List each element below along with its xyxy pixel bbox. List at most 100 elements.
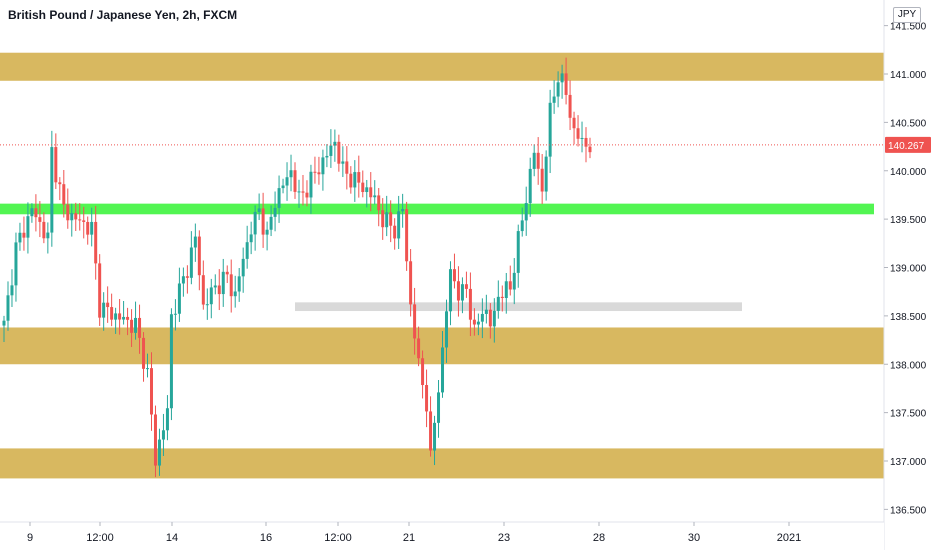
price-tick-label: 141.000 bbox=[890, 70, 927, 81]
candle-body bbox=[18, 232, 22, 243]
currency-button[interactable]: JPY bbox=[893, 7, 921, 23]
candle-body bbox=[393, 225, 397, 239]
candle-body bbox=[249, 234, 253, 243]
candle-body bbox=[257, 208, 261, 212]
time-axis: 9 12:00 14 16 12:00 21 23 28 30 2021 bbox=[27, 522, 801, 544]
candle-body bbox=[42, 221, 46, 239]
candle-body bbox=[452, 269, 456, 282]
candle-body bbox=[444, 311, 448, 348]
chart-title: British Pound / Japanese Yen, 2h, FXCM bbox=[8, 8, 238, 22]
candle-body bbox=[126, 316, 130, 320]
candle-body bbox=[480, 313, 484, 322]
candle-body bbox=[169, 314, 173, 409]
price-axis-bg bbox=[884, 0, 932, 550]
candle-body bbox=[78, 219, 82, 221]
candle-body bbox=[313, 171, 317, 173]
candle-body bbox=[588, 146, 592, 153]
candle-body bbox=[213, 285, 217, 288]
candle-body bbox=[528, 168, 532, 204]
candle-body bbox=[106, 302, 110, 308]
candle-body bbox=[460, 284, 464, 301]
candle-body bbox=[265, 229, 269, 235]
zone-3[interactable] bbox=[0, 448, 884, 479]
candle-body bbox=[161, 430, 165, 440]
candle-body bbox=[369, 187, 373, 198]
candle-body bbox=[472, 319, 476, 325]
candle-body bbox=[381, 210, 385, 228]
candle-body bbox=[289, 170, 293, 178]
candle-body bbox=[149, 368, 153, 415]
candle-body bbox=[233, 291, 237, 297]
candle-body bbox=[297, 191, 301, 193]
candle-body bbox=[437, 392, 441, 423]
candle-body bbox=[209, 287, 213, 305]
candle-body bbox=[118, 313, 122, 320]
candle-body bbox=[273, 207, 277, 217]
candle-body bbox=[14, 242, 18, 286]
candle-body bbox=[98, 263, 102, 318]
candle-body bbox=[516, 231, 520, 273]
candle-body bbox=[277, 188, 281, 208]
candle-body bbox=[86, 221, 90, 235]
candle-body bbox=[345, 161, 349, 174]
candle-body bbox=[389, 212, 393, 226]
candle-body bbox=[361, 182, 365, 193]
candle-body bbox=[496, 296, 500, 311]
price-tick-label: 138.000 bbox=[890, 360, 927, 371]
candle-body bbox=[421, 358, 425, 386]
candle-body bbox=[325, 155, 329, 158]
last-price-label: 140.267 bbox=[885, 136, 931, 153]
candle-body bbox=[197, 236, 201, 276]
candle-body bbox=[281, 185, 285, 189]
candle-body bbox=[584, 137, 588, 147]
time-tick-label: 14 bbox=[166, 532, 178, 544]
candle-body bbox=[476, 321, 480, 325]
candle-body bbox=[181, 276, 185, 284]
candle-body bbox=[492, 310, 496, 327]
candle-body bbox=[488, 309, 492, 327]
candle-body bbox=[201, 275, 205, 305]
candle-body bbox=[70, 213, 74, 221]
candle-body bbox=[305, 192, 309, 198]
candle-body bbox=[580, 137, 584, 139]
candle-body bbox=[285, 177, 289, 186]
time-tick-label: 2021 bbox=[777, 532, 801, 544]
candle-body bbox=[10, 285, 14, 296]
time-tick-label: 28 bbox=[593, 532, 605, 544]
candle-body bbox=[365, 187, 369, 193]
candle-body bbox=[94, 221, 98, 264]
zone-0[interactable] bbox=[0, 52, 884, 81]
candle-body bbox=[229, 274, 233, 297]
candle-body bbox=[397, 211, 401, 239]
candle-body bbox=[405, 209, 409, 262]
candle-body bbox=[50, 147, 54, 233]
candle-body bbox=[409, 261, 413, 305]
candle-body bbox=[46, 232, 50, 239]
candle-body bbox=[102, 302, 106, 318]
candle-body bbox=[301, 191, 305, 193]
candle-body bbox=[245, 242, 249, 259]
zone-4[interactable] bbox=[295, 302, 742, 312]
candle-body bbox=[468, 288, 472, 320]
candle-body bbox=[504, 281, 508, 298]
candle-series bbox=[2, 57, 592, 478]
candle-body bbox=[341, 161, 345, 164]
candle-body bbox=[173, 313, 177, 315]
candle-body bbox=[157, 439, 161, 466]
candle-body bbox=[425, 385, 429, 412]
zone-1[interactable] bbox=[0, 203, 874, 215]
candle-body bbox=[401, 209, 405, 212]
candle-body bbox=[261, 208, 265, 235]
candle-body bbox=[329, 145, 333, 156]
candle-body bbox=[153, 414, 157, 466]
candle-body bbox=[237, 276, 241, 292]
candle-body bbox=[177, 283, 181, 314]
candle-body bbox=[293, 170, 297, 192]
candle-body bbox=[217, 285, 221, 295]
candle-body bbox=[38, 217, 42, 222]
candle-body bbox=[110, 307, 114, 320]
candle-body bbox=[417, 338, 421, 359]
candle-body bbox=[548, 102, 552, 157]
candle-body bbox=[309, 171, 313, 198]
